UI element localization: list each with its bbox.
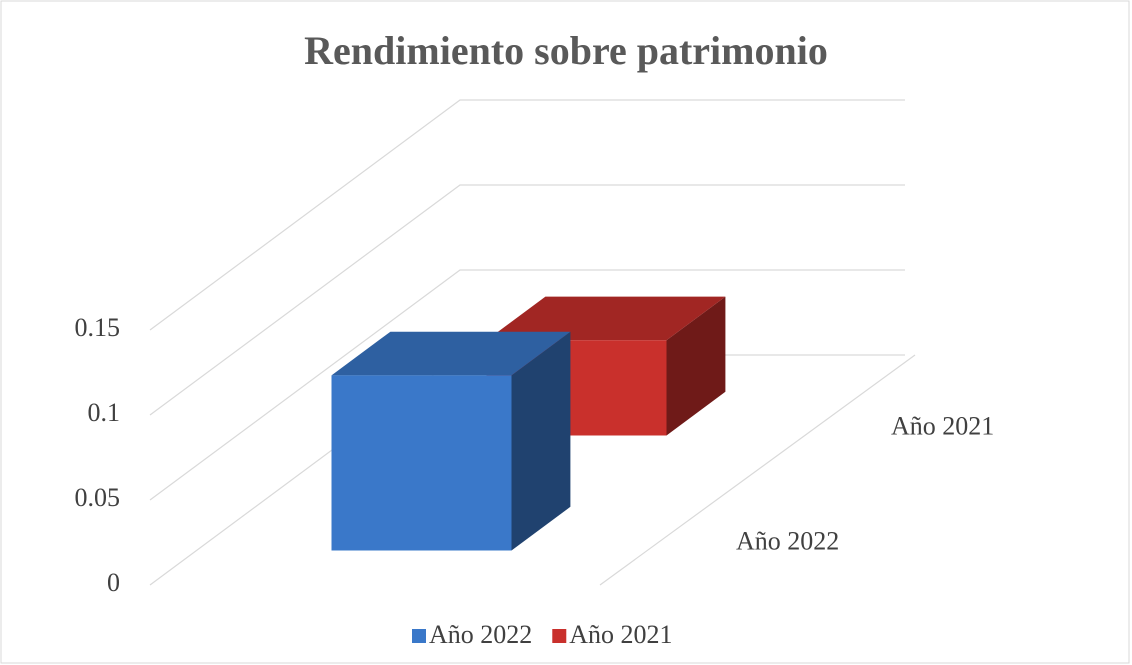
depth-axis-line xyxy=(599,354,916,586)
depth-axis-label: Año 2021 xyxy=(891,412,994,441)
y-tick-label: 0.05 xyxy=(75,483,121,512)
grid-line xyxy=(149,99,905,331)
legend-label: Año 2022 xyxy=(429,620,532,649)
y-tick-label: 0.15 xyxy=(75,313,121,342)
legend-marker xyxy=(412,629,426,643)
bar-side xyxy=(666,296,726,436)
bar-side xyxy=(511,331,571,551)
grid-line xyxy=(149,184,905,416)
legend-marker xyxy=(552,629,567,643)
y-tick-label: 0.1 xyxy=(88,398,121,427)
chart-title: Rendimiento sobre patrimonio xyxy=(304,28,828,73)
y-tick-label: 0 xyxy=(107,568,120,597)
bar-top xyxy=(486,296,726,341)
depth-axis-label: Año 2022 xyxy=(736,527,839,556)
grid-line xyxy=(149,269,905,501)
legend-label: Año 2021 xyxy=(569,620,672,649)
bar-top xyxy=(331,331,571,376)
bar-front xyxy=(331,375,512,551)
